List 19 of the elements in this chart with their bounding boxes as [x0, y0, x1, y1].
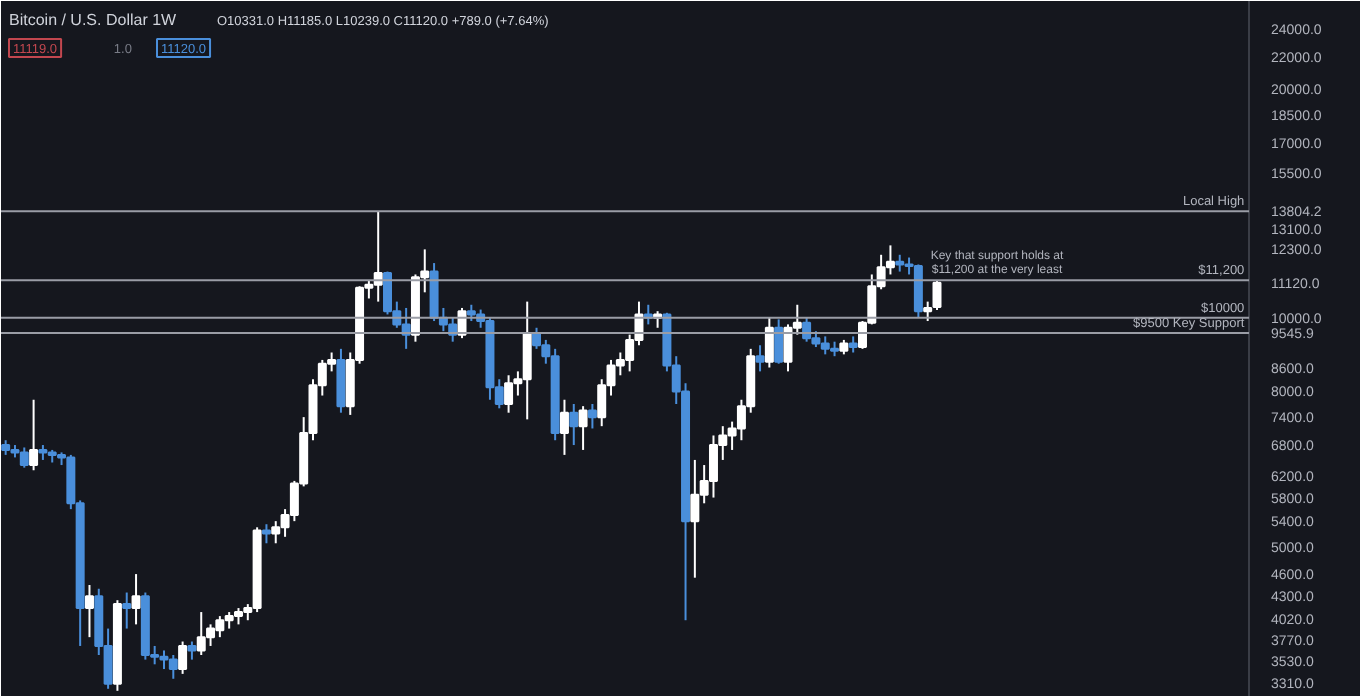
candlestick: [774, 318, 784, 365]
text: Bitcoin / U.S. Dollar 1W: [9, 11, 178, 29]
candlestick: [569, 403, 579, 447]
candlestick: [429, 262, 439, 323]
candlestick: [578, 405, 588, 451]
candlestick: [29, 398, 39, 472]
candlestick: [84, 584, 94, 639]
candlestick: [261, 523, 271, 545]
candlestick: [336, 347, 346, 414]
candlestick: [755, 344, 765, 373]
candlestick: [764, 316, 774, 369]
candlestick: [504, 374, 514, 414]
candlestick: [122, 591, 132, 630]
candlestick: [131, 573, 141, 626]
candlestick: [178, 640, 188, 675]
candlestick: [187, 640, 197, 661]
candlestick: [587, 403, 597, 430]
candlestick: [913, 263, 923, 319]
candlestick: [559, 398, 569, 456]
